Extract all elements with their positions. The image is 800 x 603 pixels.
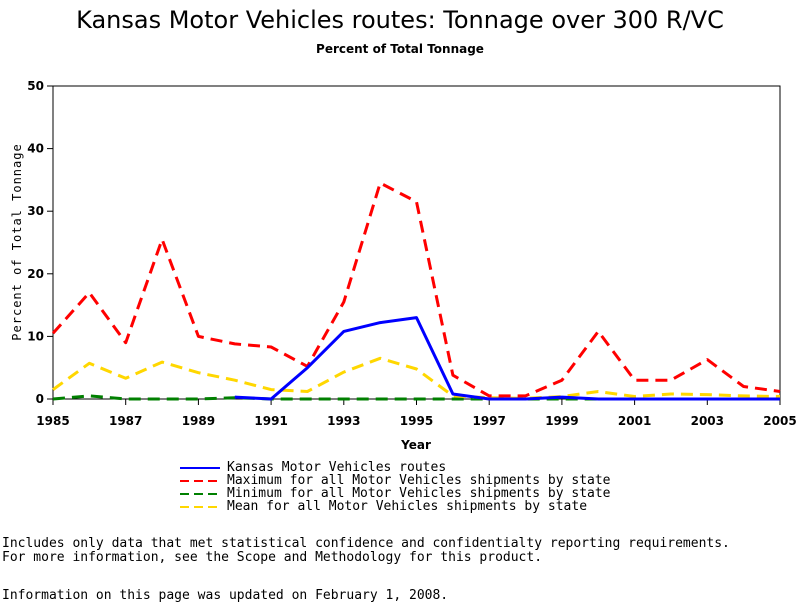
y-tick-label: 0 — [36, 392, 44, 406]
legend-item-1: Kansas Motor Vehicles routes — [180, 461, 611, 474]
series-line-4 — [52, 356, 781, 400]
x-tick-label: 1991 — [254, 414, 287, 428]
footnote-line-2: For more information, see the Scope and … — [2, 550, 543, 565]
legend-label: Minimum for all Motor Vehicles shipments… — [227, 486, 611, 501]
y-tick-label: 40 — [27, 142, 44, 156]
x-tick-label: 1985 — [36, 414, 69, 428]
legend-swatch — [180, 480, 220, 482]
footnote-line-1: Includes only data that met statistical … — [2, 536, 730, 551]
y-tick-label: 10 — [27, 329, 44, 343]
legend-label: Maximum for all Motor Vehicles shipments… — [227, 473, 611, 488]
legend-swatch — [180, 467, 220, 469]
footnotes: Includes only data that met statistical … — [2, 537, 730, 565]
legend-label: Mean for all Motor Vehicles shipments by… — [227, 499, 588, 514]
y-tick-label: 20 — [27, 267, 44, 281]
x-axis-label: Year — [400, 438, 431, 452]
x-tick-label: 2005 — [763, 414, 796, 428]
chart-subtitle: Percent of Total Tonnage — [316, 42, 484, 56]
series-line-1 — [234, 316, 780, 401]
series-line-3 — [52, 394, 780, 401]
x-tick-label: 2003 — [691, 414, 724, 428]
legend-item-2: Maximum for all Motor Vehicles shipments… — [180, 474, 611, 487]
x-tick-label: 1995 — [400, 414, 433, 428]
series-line-2 — [51, 181, 781, 398]
y-tick-label: 50 — [27, 79, 44, 93]
update-note: Information on this page was updated on … — [2, 588, 449, 603]
legend-swatch — [180, 506, 220, 508]
chart-title: Kansas Motor Vehicles routes: Tonnage ov… — [76, 6, 724, 34]
legend-swatch — [180, 493, 220, 495]
x-tick-label: 2001 — [618, 414, 651, 428]
y-tick-label: 30 — [27, 204, 44, 218]
x-tick-label: 1987 — [109, 414, 142, 428]
x-tick-label: 1989 — [182, 414, 215, 428]
legend-label: Kansas Motor Vehicles routes — [227, 460, 447, 475]
x-tick-label: 1993 — [327, 414, 360, 428]
x-tick-label: 1999 — [545, 414, 578, 428]
legend-item-4: Mean for all Motor Vehicles shipments by… — [180, 500, 611, 513]
y-axis-label: Percent of Total Tonnage — [10, 143, 24, 340]
legend: Kansas Motor Vehicles routes Maximum for … — [180, 461, 611, 513]
x-tick-label: 1997 — [472, 414, 505, 428]
series-layer — [51, 181, 781, 401]
x-axis: 1985 1987 1989 1991 1993 1995 1997 1999 2001 2003… — [36, 399, 797, 428]
legend-item-3: Minimum for all Motor Vehicles shipments… — [180, 487, 611, 500]
y-axis: 0 10 20 30 40 50 — [27, 79, 53, 406]
